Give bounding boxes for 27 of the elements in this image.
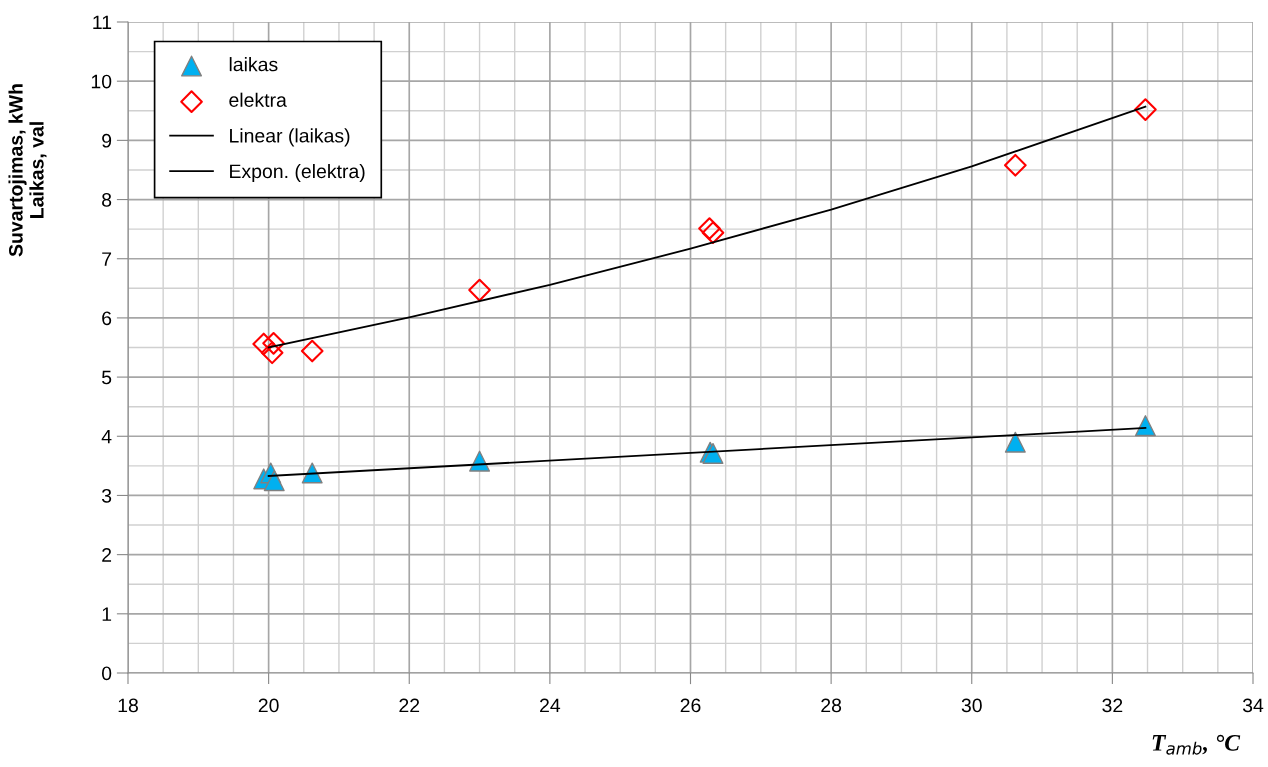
legend-label: elektra xyxy=(229,92,287,107)
x-tick-label: 18 xyxy=(118,698,138,713)
legend-label: laikas xyxy=(229,57,278,72)
y-tick-label: 11 xyxy=(93,15,112,30)
x-tick-label: 28 xyxy=(821,698,842,713)
y-tick-label: 1 xyxy=(102,607,112,621)
y-tick-label: 6 xyxy=(102,311,112,326)
legend-label: Linear (laikas) xyxy=(230,128,350,147)
x-tick-label: 32 xyxy=(1102,698,1123,713)
y-tick-label: 4 xyxy=(101,429,112,444)
y-tick-label: 5 xyxy=(101,370,112,385)
y-axis-title: Suvartojimas, kWh Laikas, val xyxy=(8,84,47,257)
y-tick-label: 10 xyxy=(91,74,112,89)
y-tick-label: 2 xyxy=(102,548,112,562)
x-tick-label: 30 xyxy=(961,698,982,713)
y-tick-label: 7 xyxy=(102,252,112,266)
y-tick-label: 9 xyxy=(102,133,112,148)
x-tick-label: 34 xyxy=(1242,698,1264,713)
x-tick-label: 26 xyxy=(680,698,701,713)
x-axis-title: T$_{amb}$, °C xyxy=(1152,734,1241,755)
y-tick-label: 8 xyxy=(102,193,112,207)
x-tick-label: 24 xyxy=(540,698,561,713)
y-tick-label: 0 xyxy=(101,666,112,681)
y-tick-label: 3 xyxy=(101,488,112,503)
x-tick-label: 20 xyxy=(258,698,279,713)
legend-label: Expon. (elektra) xyxy=(230,163,365,183)
x-tick-label: 22 xyxy=(399,698,420,713)
